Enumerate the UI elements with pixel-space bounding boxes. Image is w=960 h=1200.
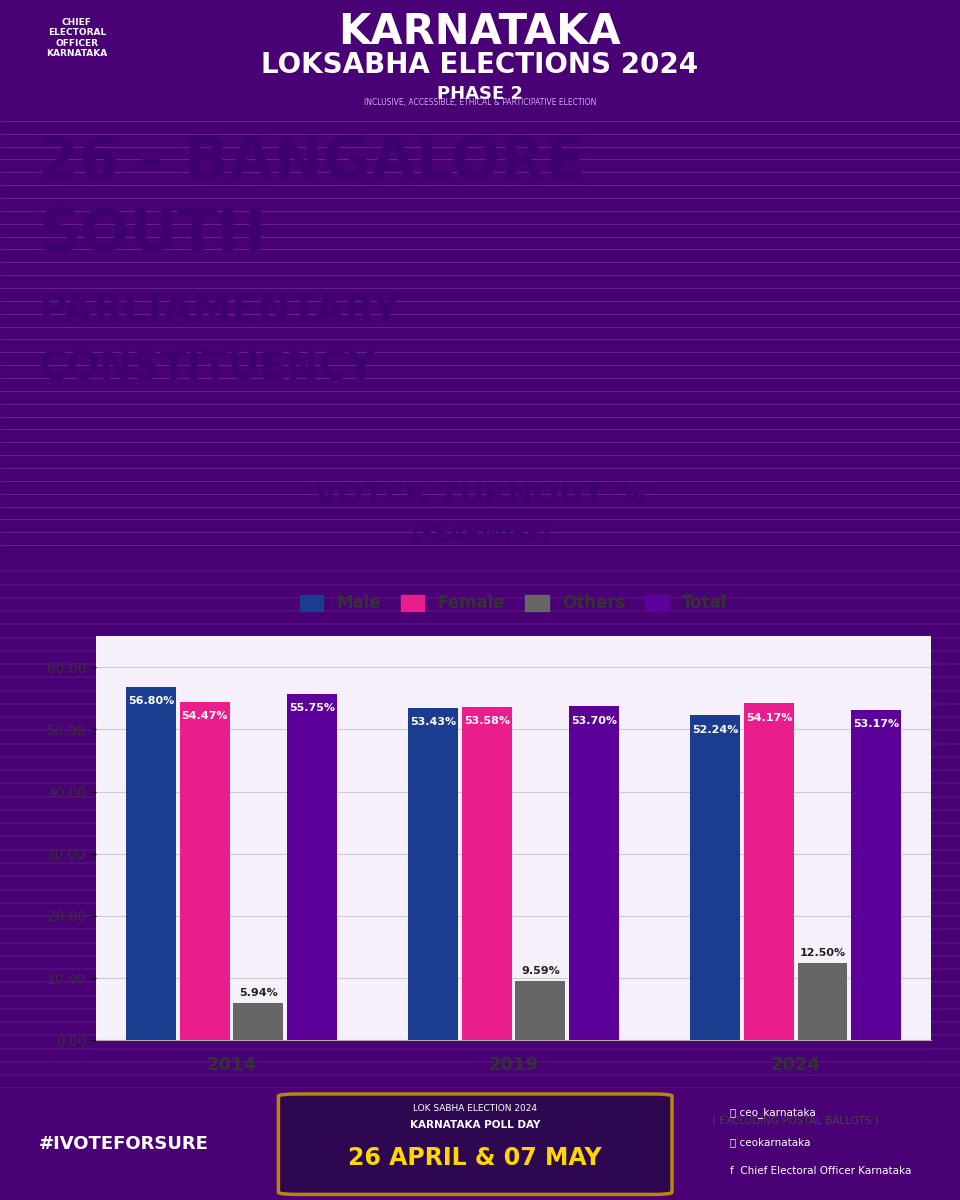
Bar bbox=[852, 709, 901, 1040]
Text: VOTER TURNOUT %: VOTER TURNOUT % bbox=[314, 480, 646, 510]
Text: LOK SABHA ELECTION 2024: LOK SABHA ELECTION 2024 bbox=[413, 1104, 538, 1112]
Legend: Male, Female, Others, Total: Male, Female, Others, Total bbox=[293, 588, 734, 619]
Text: LOKSABHA ELECTIONS 2024: LOKSABHA ELECTIONS 2024 bbox=[261, 50, 699, 79]
Bar bbox=[462, 707, 512, 1040]
Bar bbox=[233, 1003, 283, 1040]
Text: KARNATAKA POLL DAY: KARNATAKA POLL DAY bbox=[410, 1121, 540, 1130]
Text: 53.17%: 53.17% bbox=[853, 719, 900, 728]
Text: INCLUSIVE, ACCESSIBLE, ETHICAL & PARTICIPATIVE ELECTION: INCLUSIVE, ACCESSIBLE, ETHICAL & PARTICI… bbox=[364, 98, 596, 107]
Bar bbox=[126, 688, 176, 1040]
Text: 26 APRIL & 07 MAY: 26 APRIL & 07 MAY bbox=[348, 1146, 602, 1170]
Text: 53.70%: 53.70% bbox=[571, 715, 617, 726]
Text: CHIEF
ELECTORAL
OFFICER
KARNATAKA: CHIEF ELECTORAL OFFICER KARNATAKA bbox=[46, 18, 108, 58]
Text: 54.47%: 54.47% bbox=[181, 710, 228, 721]
Text: PARLIAMENTARY: PARLIAMENTARY bbox=[38, 292, 400, 330]
Bar bbox=[744, 703, 794, 1040]
Text: 9.59%: 9.59% bbox=[521, 966, 560, 976]
Bar bbox=[798, 962, 848, 1040]
Text: 📷 ceokarnataka: 📷 ceokarnataka bbox=[730, 1136, 810, 1147]
Text: 53.58%: 53.58% bbox=[464, 716, 510, 726]
Bar bbox=[180, 702, 229, 1040]
Bar bbox=[287, 694, 337, 1040]
Bar bbox=[569, 707, 619, 1040]
Text: ( EXCLUDING POSTAL BALLOTS ): ( EXCLUDING POSTAL BALLOTS ) bbox=[712, 1115, 879, 1126]
Text: PHASE 2: PHASE 2 bbox=[437, 85, 523, 103]
Text: 🐦 ceo_karnataka: 🐦 ceo_karnataka bbox=[730, 1108, 815, 1118]
Bar bbox=[408, 708, 458, 1040]
Text: 56.80%: 56.80% bbox=[128, 696, 174, 707]
Text: SOUTH: SOUTH bbox=[38, 205, 266, 263]
Bar bbox=[516, 980, 565, 1040]
Text: 12.50%: 12.50% bbox=[800, 948, 846, 958]
Bar bbox=[690, 715, 740, 1040]
Text: 54.17%: 54.17% bbox=[746, 713, 792, 722]
Text: #IVOTEFORSURE: #IVOTEFORSURE bbox=[38, 1135, 208, 1153]
Text: (YEARWISE): (YEARWISE) bbox=[410, 526, 550, 546]
Text: 55.75%: 55.75% bbox=[289, 703, 335, 713]
Text: 5.94%: 5.94% bbox=[239, 989, 277, 998]
Text: KARNATAKA: KARNATAKA bbox=[339, 12, 621, 53]
Text: CONSTITUENCY: CONSTITUENCY bbox=[38, 350, 375, 388]
Text: 52.24%: 52.24% bbox=[692, 725, 738, 734]
Text: f  Chief Electoral Officer Karnataka: f Chief Electoral Officer Karnataka bbox=[730, 1166, 911, 1176]
FancyBboxPatch shape bbox=[278, 1094, 672, 1194]
Text: 26 - BANGALORE: 26 - BANGALORE bbox=[38, 133, 586, 191]
Text: 53.43%: 53.43% bbox=[410, 718, 456, 727]
